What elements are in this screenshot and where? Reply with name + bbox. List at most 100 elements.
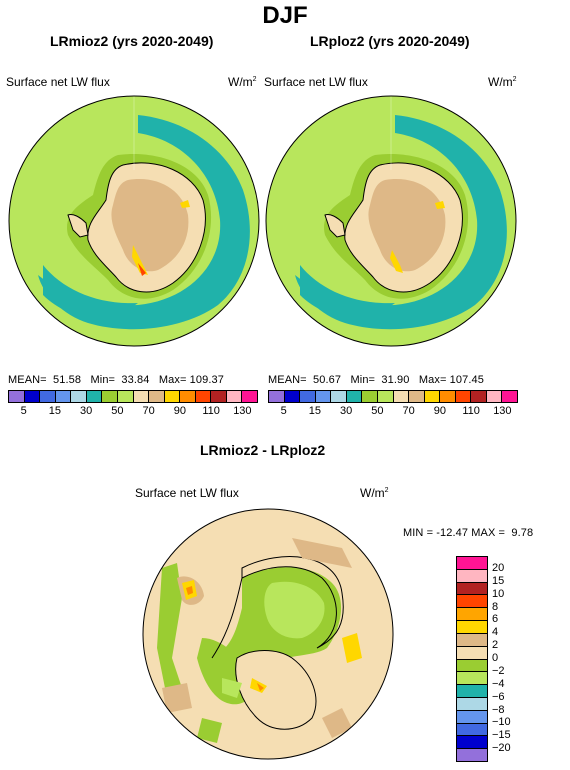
colorbar-tick-label: 110: [462, 405, 480, 417]
colorbar-swatch: [457, 633, 487, 647]
colorbar-swatch: [457, 569, 487, 583]
colorbar-tick-label: 15: [48, 405, 61, 417]
colorbar-swatch: [242, 391, 257, 402]
colorbar-tick-label: 50: [111, 405, 124, 417]
diff-colorbar-ticks: 20 15 10 8 6 4 2 0 −2 −4 −6 −8 −10 −15 −20: [492, 556, 532, 762]
colorbar-tick-label: 4: [492, 626, 499, 639]
colorbar-swatch: [457, 749, 487, 761]
diff-variable: Surface net LW flux: [135, 486, 239, 500]
colorbar-swatch: [457, 595, 487, 609]
panel2-map: [265, 95, 517, 347]
colorbar-tick-label: 110: [202, 405, 220, 417]
colorbar-tick-label: −8: [492, 703, 505, 716]
colorbar-swatch: [71, 391, 87, 402]
colorbar-swatch: [149, 391, 165, 402]
colorbar-swatch: [315, 391, 332, 402]
colorbar-tick-label: 15: [308, 405, 321, 417]
colorbar-swatch: [457, 723, 487, 737]
panel2-stats: MEAN= 50.67 Min= 31.90 Max= 107.45: [268, 374, 484, 386]
colorbar-swatch: [24, 391, 41, 402]
panel1-colorbar: [8, 390, 258, 403]
colorbar-tick-label: −10: [492, 716, 511, 729]
colorbar-swatch: [455, 391, 472, 402]
colorbar-swatch: [457, 646, 487, 660]
colorbar-swatch: [457, 621, 487, 634]
colorbar-swatch: [377, 391, 394, 402]
colorbar-tick-label: 70: [142, 405, 155, 417]
panel2-colorbar: [268, 390, 518, 403]
colorbar-swatch: [440, 391, 456, 402]
colorbar-tick-label: 70: [402, 405, 415, 417]
diff-units: W/m2: [360, 486, 389, 500]
colorbar-swatch: [457, 557, 487, 570]
colorbar-swatch: [457, 736, 487, 750]
diff-colorbar: [456, 556, 488, 762]
colorbar-swatch: [457, 659, 487, 673]
panel1-variable: Surface net LW flux: [6, 75, 110, 89]
colorbar-swatch: [457, 685, 487, 698]
colorbar-tick-label: 30: [340, 405, 353, 417]
colorbar-swatch: [9, 391, 25, 402]
panel1-stats: MEAN= 51.58 Min= 33.84 Max= 109.37: [8, 374, 224, 386]
colorbar-swatch: [457, 710, 487, 724]
colorbar-tick-label: 15: [492, 574, 505, 587]
colorbar-tick-label: 6: [492, 613, 499, 626]
panel1-units: W/m2: [228, 75, 257, 89]
colorbar-swatch: [502, 391, 517, 402]
colorbar-swatch: [117, 391, 134, 402]
colorbar-tick-label: 0: [492, 652, 499, 664]
colorbar-tick-label: −4: [492, 677, 505, 690]
colorbar-tick-label: 50: [371, 405, 384, 417]
colorbar-swatch: [331, 391, 347, 402]
colorbar-swatch: [300, 391, 316, 402]
panel1-map: [8, 95, 260, 347]
colorbar-swatch: [133, 391, 150, 402]
colorbar-tick-label: 130: [493, 405, 512, 417]
colorbar-tick-label: 30: [80, 405, 93, 417]
colorbar-swatch: [40, 391, 56, 402]
figure-title: DJF: [262, 2, 308, 29]
colorbar-tick-label: 5: [20, 405, 27, 417]
colorbar-tick-label: −2: [492, 664, 505, 677]
panel2-variable: Surface net LW flux: [264, 75, 368, 89]
colorbar-tick-label: −15: [492, 729, 511, 742]
colorbar-tick-label: −20: [492, 742, 511, 755]
colorbar-tick-label: 10: [492, 587, 505, 600]
diff-title: LRmioz2 - LRploz2: [200, 442, 326, 458]
colorbar-swatch: [284, 391, 301, 402]
colorbar-swatch: [86, 391, 103, 402]
colorbar-tick-label: 90: [433, 405, 446, 417]
colorbar-swatch: [424, 391, 441, 402]
colorbar-tick-label: 20: [492, 561, 505, 574]
panel2-title: LRploz2 (yrs 2020-2049): [310, 33, 470, 49]
diff-stats: MIN = -12.47 MAX = 9.78: [403, 527, 534, 539]
colorbar-swatch: [346, 391, 363, 402]
colorbar-tick-label: 130: [233, 405, 252, 417]
colorbar-swatch: [180, 391, 196, 402]
colorbar-swatch: [269, 391, 285, 402]
colorbar-swatch: [486, 391, 503, 402]
colorbar-tick-label: 90: [173, 405, 186, 417]
colorbar-tick-label: −6: [492, 690, 505, 703]
colorbar-swatch: [211, 391, 227, 402]
colorbar-swatch: [362, 391, 378, 402]
colorbar-swatch: [393, 391, 410, 402]
colorbar-swatch: [457, 582, 487, 596]
panel1-colorbar-ticks: 5 15 30 50 70 90 110 130: [8, 405, 258, 419]
diff-map: [142, 508, 394, 760]
panel2-units: W/m2: [488, 75, 517, 89]
colorbar-swatch: [226, 391, 243, 402]
colorbar-swatch: [195, 391, 212, 402]
colorbar-swatch: [409, 391, 425, 402]
colorbar-swatch: [164, 391, 181, 402]
colorbar-swatch: [102, 391, 118, 402]
colorbar-swatch: [55, 391, 72, 402]
colorbar-tick-label: 8: [492, 600, 499, 613]
colorbar-swatch: [457, 697, 487, 711]
panel1-title: LRmioz2 (yrs 2020-2049): [50, 33, 214, 49]
colorbar-swatch: [471, 391, 487, 402]
colorbar-tick-label: 5: [280, 405, 287, 417]
colorbar-tick-label: 2: [492, 639, 499, 652]
colorbar-swatch: [457, 672, 487, 686]
colorbar-swatch: [457, 608, 487, 622]
